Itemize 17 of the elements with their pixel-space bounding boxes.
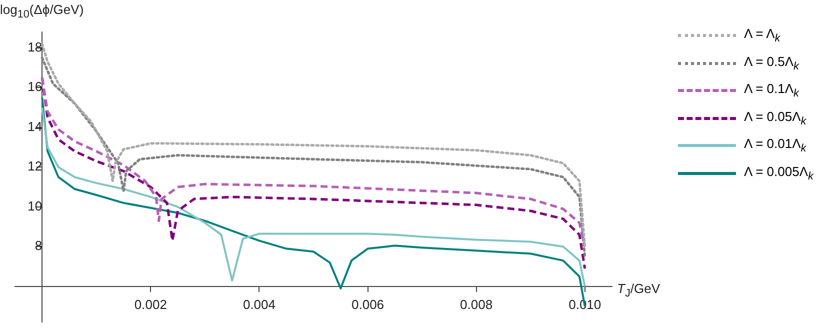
y-tick-label: 16	[28, 79, 42, 94]
legend-label: Λ = Λ$_{k}$	[744, 26, 780, 46]
legend-label: Λ = 0.1Λ$_{k}$	[744, 81, 799, 100]
x-tick-label: 0.008	[460, 296, 493, 312]
x-axis-title: T$_{J}$/GeV	[617, 281, 660, 300]
y-tick-label: 12	[28, 158, 42, 174]
x-tick-label: 0.004	[242, 296, 276, 312]
y-tick-label: 18	[28, 39, 42, 54]
legend-label: Λ = 0.05Λ$_{k}$	[744, 108, 806, 128]
legend-label: Λ = 0.01Λ$_{k}$	[744, 136, 806, 156]
x-tick-label: 0.002	[134, 296, 167, 312]
legend-label: Λ = 0.005Λ$_{k}$	[744, 164, 814, 183]
y-axis-title: log$_{10}$(Δϕ/GeV)	[0, 2, 84, 21]
y-tick-label: 10	[28, 198, 42, 214]
x-tick-label: 0.010	[568, 296, 602, 312]
legend-label: Λ = 0.5Λ$_{k}$	[744, 54, 799, 73]
x-tick-label: 0.006	[352, 296, 384, 312]
